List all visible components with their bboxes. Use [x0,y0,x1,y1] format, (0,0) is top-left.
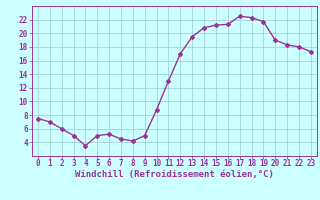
X-axis label: Windchill (Refroidissement éolien,°C): Windchill (Refroidissement éolien,°C) [75,170,274,179]
